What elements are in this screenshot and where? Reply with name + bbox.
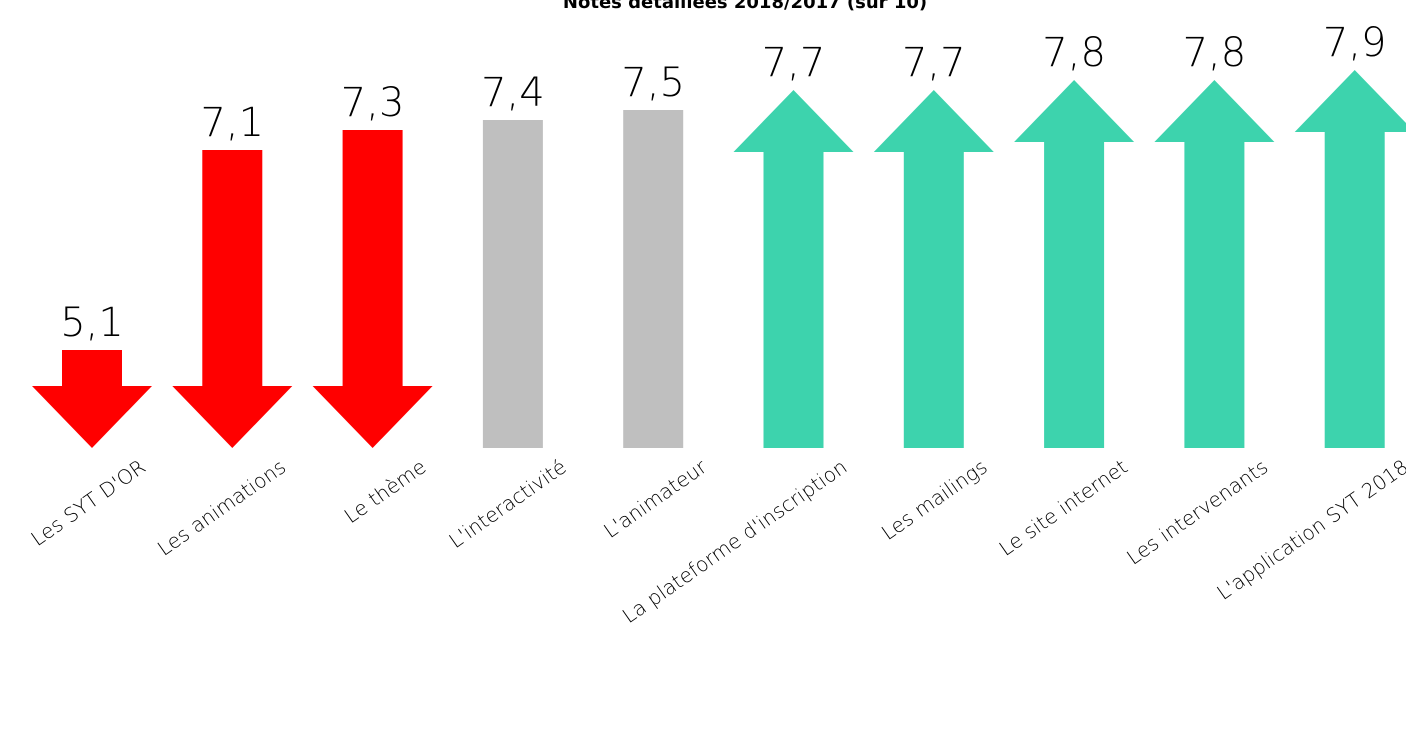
value-label: 7,4 [481,70,545,116]
arrow-up [733,90,854,448]
bar [623,110,684,448]
category-label: La plateforme d'inscription [618,454,852,628]
arrow-up [873,90,994,448]
arrow-down [312,130,433,448]
value-label: 7,3 [341,80,405,126]
value-label: 7,5 [621,60,685,106]
value-label: 5,1 [60,300,124,346]
value-label: 7,9 [1323,20,1387,66]
category-label: Les animations [153,454,290,560]
arrow-down [172,150,293,448]
bar [482,120,543,448]
category-label: Les mailings [877,454,992,544]
arrow-down [32,350,152,448]
arrow-up [1294,70,1406,448]
value-label: 7,8 [1183,30,1247,76]
category-label: L'animateur [599,454,712,543]
value-label: 7,1 [200,100,264,146]
category-label: L'interactivité [444,454,570,552]
chart-title: Notes détaillées 2018/2017 (sur 10) [563,0,927,13]
category-label: Les SYT D'OR [26,454,149,550]
category-label: Le thème [340,454,431,528]
arrow-up [1154,80,1275,448]
category-label: Le site internet [994,454,1131,560]
arrow-up [1014,80,1135,448]
category-label: Les intervenants [1122,454,1272,569]
value-label: 7,7 [762,40,826,86]
value-label: 7,7 [902,40,966,86]
value-label: 7,8 [1042,30,1106,76]
